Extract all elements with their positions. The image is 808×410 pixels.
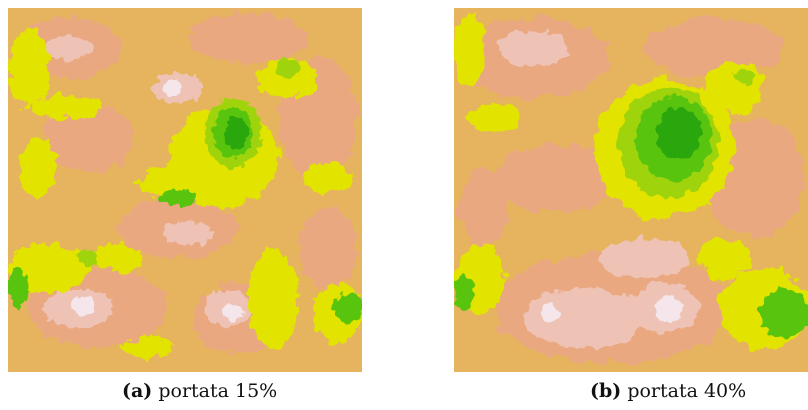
map-a-pale-regions [43,36,253,328]
caption-b: (b) portata 40% [590,380,746,404]
terrain-map-panel-a [8,8,362,372]
terrain-map-b [454,8,808,372]
map-b-green-regions [454,70,808,338]
caption-b-text: portata 40% [627,380,747,402]
map-b-pale-regions [499,30,699,348]
terrain-map-a [8,8,362,372]
caption-a-text: portata 15% [158,380,278,402]
caption-a: (a) portata 15% [122,380,277,404]
caption-a-label: (a) [122,380,153,402]
caption-b-label: (b) [590,380,622,402]
terrain-map-panel-b [454,8,808,372]
map-a-green-regions [8,58,362,323]
